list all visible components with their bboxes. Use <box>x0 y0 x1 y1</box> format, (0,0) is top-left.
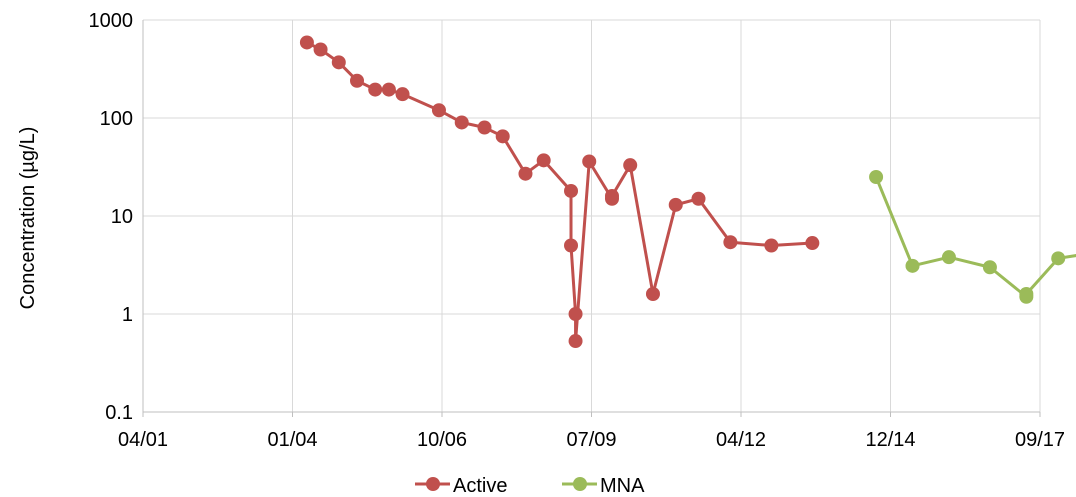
data-point[interactable] <box>905 258 920 273</box>
data-point[interactable] <box>568 307 583 321</box>
series-active <box>299 35 820 349</box>
axes <box>142 20 1041 417</box>
data-point[interactable] <box>564 183 579 198</box>
y-tick-label: 10 <box>111 206 133 228</box>
data-point[interactable] <box>568 334 583 349</box>
data-point[interactable] <box>536 153 551 168</box>
gridlines <box>143 19 1041 412</box>
x-tick-label: 12/14 <box>865 429 915 451</box>
data-point[interactable] <box>518 166 533 181</box>
data-point[interactable] <box>582 154 597 169</box>
data-point[interactable] <box>395 87 410 102</box>
data-point[interactable] <box>668 197 683 212</box>
data-point[interactable] <box>331 55 346 70</box>
data-point[interactable] <box>805 236 820 251</box>
legend[interactable]: Active MNA <box>415 475 645 497</box>
data-point[interactable] <box>623 158 638 173</box>
y-tick-label: 100 <box>100 108 133 130</box>
x-tick-labels: 04/01 01/04 10/06 07/09 04/12 12/14 09/17 <box>118 429 1065 451</box>
legend-label: Active <box>453 475 507 497</box>
legend-label: MNA <box>600 475 645 497</box>
x-tick-label: 01/04 <box>267 429 317 451</box>
y-tick-label: 0.1 <box>105 402 133 424</box>
data-point[interactable] <box>431 103 446 118</box>
x-tick-label: 04/12 <box>716 429 766 451</box>
legend-item-active[interactable]: Active <box>415 475 507 497</box>
series-mna <box>869 170 1076 304</box>
data-point[interactable] <box>299 35 314 50</box>
series-line <box>874 176 1076 299</box>
data-point[interactable] <box>604 188 619 203</box>
y-tick-label: 1000 <box>89 10 134 32</box>
x-tick-label: 04/01 <box>118 429 168 451</box>
data-point[interactable] <box>645 286 660 301</box>
data-point[interactable] <box>691 191 706 206</box>
data-point[interactable] <box>381 82 396 97</box>
data-point[interactable] <box>313 42 328 57</box>
y-tick-label: 1 <box>122 304 133 326</box>
x-tick-label: 10/06 <box>417 429 467 451</box>
data-point[interactable] <box>350 73 365 88</box>
data-point[interactable] <box>454 115 469 130</box>
y-tick-labels: 0.1 1 10 100 1000 <box>89 10 134 424</box>
data-point[interactable] <box>869 170 884 185</box>
data-point[interactable] <box>1019 286 1034 301</box>
data-point[interactable] <box>941 250 956 265</box>
data-point[interactable] <box>564 238 579 253</box>
legend-marker <box>573 477 587 491</box>
data-point[interactable] <box>477 120 492 135</box>
x-tick-label: 07/09 <box>566 429 616 451</box>
legend-item-mna[interactable]: MNA <box>562 475 645 497</box>
data-point[interactable] <box>723 235 738 250</box>
data-point[interactable] <box>764 238 779 253</box>
data-point[interactable] <box>368 82 383 97</box>
data-point[interactable] <box>1051 251 1066 266</box>
series-group <box>299 35 1076 349</box>
legend-marker <box>426 477 440 491</box>
y-axis-label: Concentration (µg/L) <box>17 127 39 310</box>
data-point[interactable] <box>495 129 510 144</box>
x-tick-label: 09/17 <box>1015 429 1065 451</box>
data-point[interactable] <box>982 260 997 275</box>
